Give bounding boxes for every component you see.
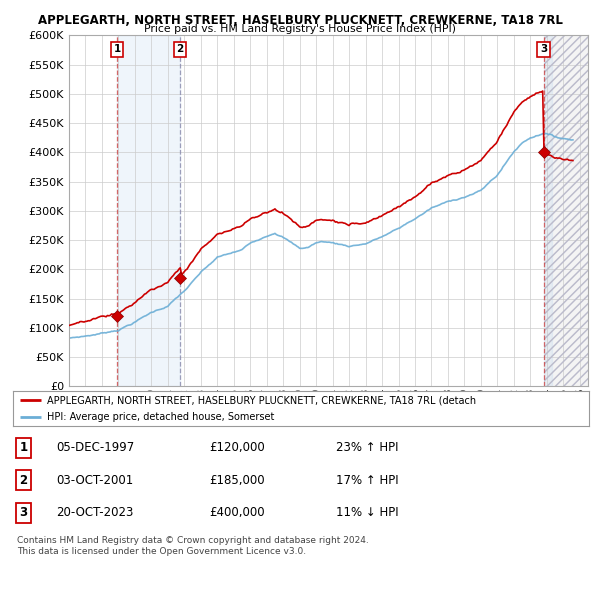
Text: 11% ↓ HPI: 11% ↓ HPI	[336, 506, 398, 519]
Text: APPLEGARTH, NORTH STREET, HASELBURY PLUCKNETT, CREWKERNE, TA18 7RL (detach: APPLEGARTH, NORTH STREET, HASELBURY PLUC…	[47, 395, 476, 405]
Text: Price paid vs. HM Land Registry's House Price Index (HPI): Price paid vs. HM Land Registry's House …	[144, 24, 456, 34]
Text: 2: 2	[20, 474, 28, 487]
Bar	[544, 35, 588, 386]
Text: 1: 1	[113, 44, 121, 54]
Text: 1: 1	[20, 441, 28, 454]
Text: 3: 3	[20, 506, 28, 519]
Text: 2: 2	[176, 44, 184, 54]
Text: 20-OCT-2023: 20-OCT-2023	[56, 506, 134, 519]
Text: This data is licensed under the Open Government Licence v3.0.: This data is licensed under the Open Gov…	[17, 547, 306, 556]
Text: 03-OCT-2001: 03-OCT-2001	[56, 474, 134, 487]
Bar	[544, 35, 588, 386]
Text: 23% ↑ HPI: 23% ↑ HPI	[336, 441, 398, 454]
Text: Contains HM Land Registry data © Crown copyright and database right 2024.: Contains HM Land Registry data © Crown c…	[17, 536, 368, 545]
Text: £400,000: £400,000	[209, 506, 265, 519]
Text: 17% ↑ HPI: 17% ↑ HPI	[336, 474, 398, 487]
Text: 3: 3	[540, 44, 547, 54]
Bar	[544, 35, 552, 386]
Text: £185,000: £185,000	[209, 474, 265, 487]
Text: HPI: Average price, detached house, Somerset: HPI: Average price, detached house, Some…	[47, 412, 274, 422]
Text: APPLEGARTH, NORTH STREET, HASELBURY PLUCKNETT, CREWKERNE, TA18 7RL: APPLEGARTH, NORTH STREET, HASELBURY PLUC…	[38, 14, 562, 27]
Text: 05-DEC-1997: 05-DEC-1997	[56, 441, 134, 454]
Text: £120,000: £120,000	[209, 441, 265, 454]
Bar	[117, 35, 180, 386]
